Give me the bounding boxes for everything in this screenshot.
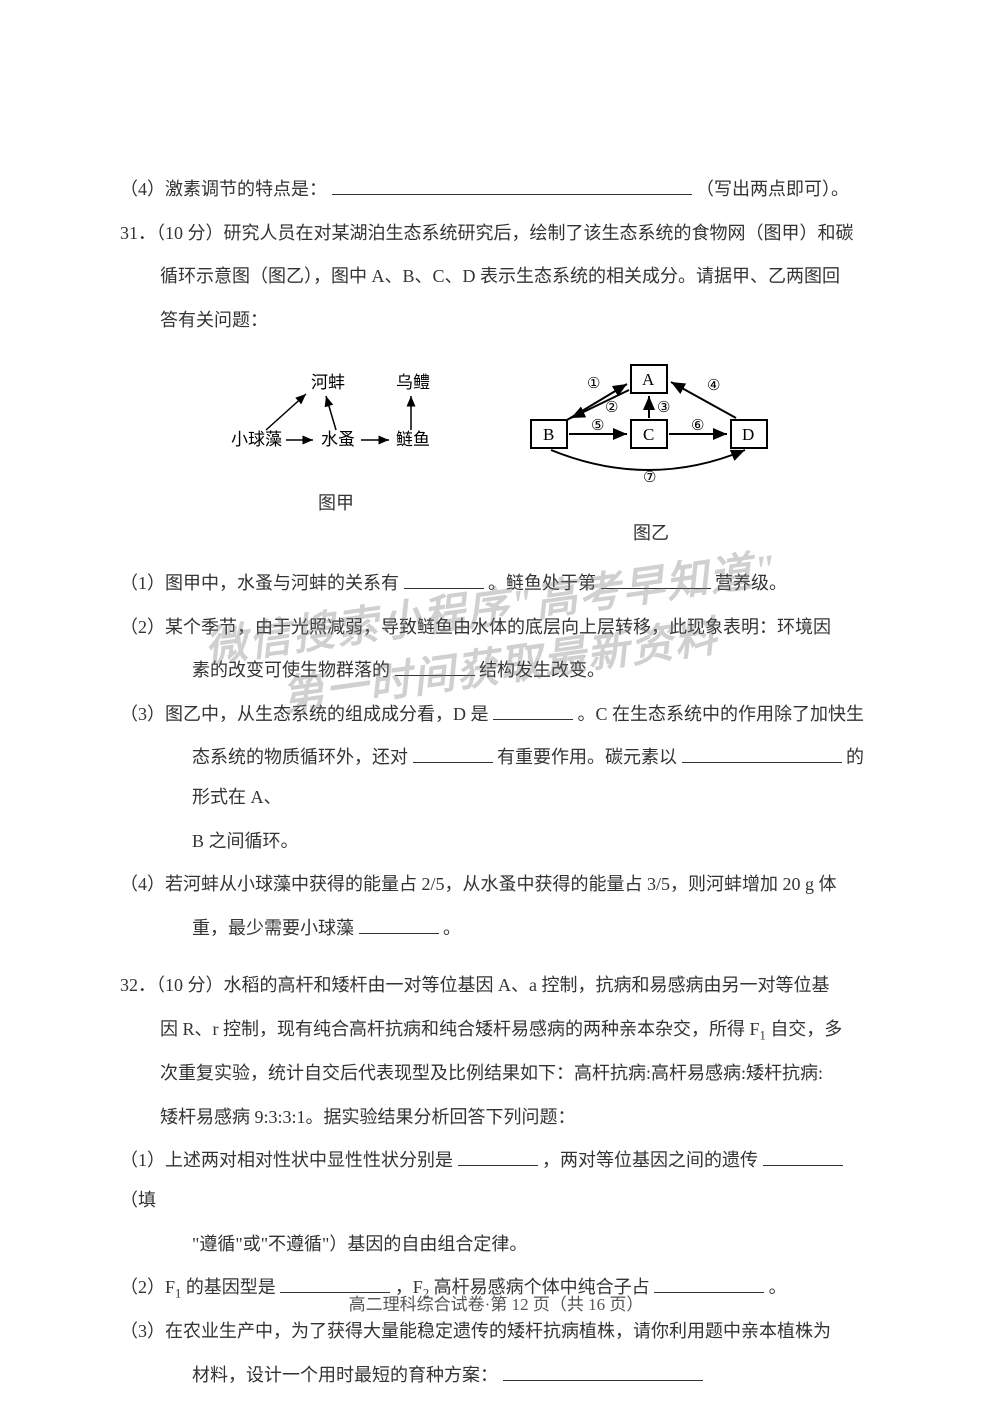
q32-p3a: （3）在农业生产中，为了获得大量能稳定遗传的矮杆抗病植株，请你利用题中亲本植株为 — [120, 1321, 831, 1341]
q31-p3a: （3）图乙中，从生态系统的组成成分看，D 是 — [120, 704, 489, 724]
q31-p4a: （4）若河蚌从小球藻中获得的能量占 2/5，从水蚤中获得的能量占 3/5，则河蚌… — [120, 874, 837, 894]
label-c: C — [643, 425, 654, 444]
q32-p3b: 材料，设计一个用时最短的育种方案： — [192, 1365, 498, 1385]
edge-label-4: ④ — [707, 378, 720, 394]
diagram-b-block: A B C D ① ② ③ ④ ⑤ ⑥ — [521, 360, 781, 554]
blank — [601, 567, 711, 589]
q32-p1-line2: "遵循"或"不遵循"）基因的自由组合定律。 — [120, 1225, 872, 1265]
edge-4 — [671, 382, 736, 418]
edge-label-1: ① — [587, 376, 600, 392]
q31-points: （10 分） — [156, 223, 224, 243]
q31-stem1: 研究人员在对某湖泊生态系统研究后，绘制了该生态系统的食物网（图甲）和碳 — [224, 223, 854, 243]
q32-stem3: 次重复实验，统计自交后代表现型及比例结果如下：高杆抗病:高杆易感病:矮杆抗病: — [160, 1063, 823, 1083]
q30-p4-prefix: （4）激素调节的特点是： — [120, 179, 327, 199]
q31-p4-line1: （4）若河蚌从小球藻中获得的能量占 2/5，从水蚤中获得的能量占 3/5，则河蚌… — [120, 865, 872, 905]
blank — [493, 698, 573, 720]
q32-p3-line2: 材料，设计一个用时最短的育种方案： — [120, 1356, 872, 1396]
blank — [763, 1145, 843, 1167]
blank — [332, 173, 692, 195]
edge-label-5: ⑤ — [591, 418, 604, 434]
diagram-container: 小球藻 水蚤 鲢鱼 河蚌 乌鳢 图甲 A B — [120, 360, 872, 554]
q31-p2a: （2）某个季节，由于光照减弱，导致鲢鱼由水体的底层向上层转移，此现象表明：环境因 — [120, 617, 831, 637]
q31-number: 31． — [120, 223, 156, 243]
q31-p2c: 结构发生改变。 — [479, 660, 605, 680]
q31-p3d: 有重要作用。碳元素以 — [497, 747, 677, 767]
q31-p3f: B 之间循环。 — [192, 831, 299, 851]
edge-label-6: ⑥ — [691, 418, 704, 434]
q31-stem-line3: 答有关问题： — [120, 301, 872, 341]
q31-stem-line2: 循环示意图（图乙），图中 A、B、C、D 表示生态系统的相关成分。请据甲、乙两图… — [120, 257, 872, 297]
diagram-a-block: 小球藻 水蚤 鲢鱼 河蚌 乌鳢 图甲 — [211, 360, 461, 554]
q32-p1d: "遵循"或"不遵循"）基因的自由组合定律。 — [192, 1234, 527, 1254]
edge-label-3: ③ — [657, 400, 670, 416]
q31-p1a: （1）图甲中，水蚤与河蚌的关系有 — [120, 573, 399, 593]
q32-stem4: 矮杆易感病 9:3:3:1。据实验结果分析回答下列问题： — [160, 1107, 576, 1127]
node-silverfish: 鲢鱼 — [396, 430, 430, 449]
q32-p1-line1: （1）上述两对相对性状中显性性状分别是 ，两对等位基因之间的遗传 （填 — [120, 1141, 872, 1220]
arrow — [266, 394, 306, 430]
blank — [682, 742, 842, 764]
label-b: B — [543, 425, 554, 444]
q31-p3-line1: （3）图乙中，从生态系统的组成成分看，D 是 。C 在生态系统中的作用除了加快生 — [120, 695, 872, 735]
q32-p1c: （填 — [120, 1190, 156, 1210]
q31-p2-line2: 素的改变可使生物群落的 结构发生改变。 — [120, 651, 872, 691]
blank — [503, 1359, 703, 1381]
label-a: A — [642, 370, 655, 389]
blank — [395, 655, 475, 677]
q30-part4: （4）激素调节的特点是： （写出两点即可）。 — [120, 170, 872, 210]
q30-p4-suffix: （写出两点即可）。 — [696, 179, 849, 199]
edge-label-2: ② — [605, 400, 618, 416]
q32-stem-line1: 32．（10 分）水稻的高杆和矮杆由一对等位基因 A、a 控制，抗病和易感病由另… — [120, 966, 872, 1006]
q31-p4b: 重，最少需要小球藻 — [192, 918, 354, 938]
blank — [404, 567, 484, 589]
q31-stem3: 答有关问题： — [160, 310, 268, 330]
q32-stem2-after: 自交，多 — [766, 1019, 843, 1039]
q31-p1b: 。鲢鱼处于第 — [488, 573, 596, 593]
blank — [458, 1145, 538, 1167]
q32-stem-line2: 因 R、r 控制，现有纯合高杆抗病和纯合矮杆易感病的两种亲本杂交，所得 F1 自… — [120, 1010, 872, 1050]
node-daphnia: 水蚤 — [321, 430, 355, 449]
q32-stem-line4: 矮杆易感病 9:3:3:1。据实验结果分析回答下列问题： — [120, 1098, 872, 1138]
q32-points: （10 分） — [156, 975, 224, 995]
diagram-b-svg: A B C D ① ② ③ ④ ⑤ ⑥ — [521, 360, 781, 500]
node-snakehead: 乌鳢 — [396, 373, 430, 392]
node-mussel: 河蚌 — [311, 373, 345, 392]
edge-2 — [571, 390, 629, 418]
edge-label-7: ⑦ — [643, 470, 656, 486]
diagram-a-svg: 小球藻 水蚤 鲢鱼 河蚌 乌鳢 — [211, 360, 461, 470]
q31-p3b: 。C 在生态系统中的作用除了加快生 — [578, 704, 865, 724]
edge-7 — [551, 450, 745, 470]
label-d: D — [742, 425, 754, 444]
blank — [359, 912, 439, 934]
q31-stem-line1: 31．（10 分）研究人员在对某湖泊生态系统研究后，绘制了该生态系统的食物网（图… — [120, 214, 872, 254]
q31-p1c: 营养级。 — [715, 573, 787, 593]
q32-number: 32． — [120, 975, 156, 995]
q31-p2b: 素的改变可使生物群落的 — [192, 660, 390, 680]
q31-p1: （1）图甲中，水蚤与河蚌的关系有 。鲢鱼处于第 营养级。 — [120, 564, 872, 604]
q31-p4c: 。 — [443, 918, 461, 938]
q32-p1b: ，两对等位基因之间的遗传 — [542, 1150, 758, 1170]
arrow — [326, 396, 336, 430]
q31-p3c: 态系统的物质循环外，还对 — [192, 747, 408, 767]
blank — [413, 742, 493, 764]
q31-p3-line3: B 之间循环。 — [120, 822, 872, 862]
q31-p3-line2: 态系统的物质循环外，还对 有重要作用。碳元素以 的形式在 A、 — [120, 738, 872, 817]
diagram-a-label: 图甲 — [318, 484, 354, 524]
q31-p4-line2: 重，最少需要小球藻 。 — [120, 909, 872, 949]
diagram-b-label: 图乙 — [633, 514, 669, 554]
q32-stem1: 水稻的高杆和矮杆由一对等位基因 A、a 控制，抗病和易感病由另一对等位基 — [224, 975, 830, 995]
q32-stem2: 因 R、r 控制，现有纯合高杆抗病和纯合矮杆易感病的两种亲本杂交，所得 F — [160, 1019, 760, 1039]
page-footer: 高二理科综合试卷·第 12 页（共 16 页） — [0, 1286, 992, 1323]
node-algae: 小球藻 — [231, 430, 282, 449]
q31-stem2: 循环示意图（图乙），图中 A、B、C、D 表示生态系统的相关成分。请据甲、乙两图… — [160, 266, 840, 286]
q31-p2-line1: （2）某个季节，由于光照减弱，导致鲢鱼由水体的底层向上层转移，此现象表明：环境因 — [120, 608, 872, 648]
q32-stem-line3: 次重复实验，统计自交后代表现型及比例结果如下：高杆抗病:高杆易感病:矮杆抗病: — [120, 1054, 872, 1094]
q32-p1a: （1）上述两对相对性状中显性性状分别是 — [120, 1150, 453, 1170]
